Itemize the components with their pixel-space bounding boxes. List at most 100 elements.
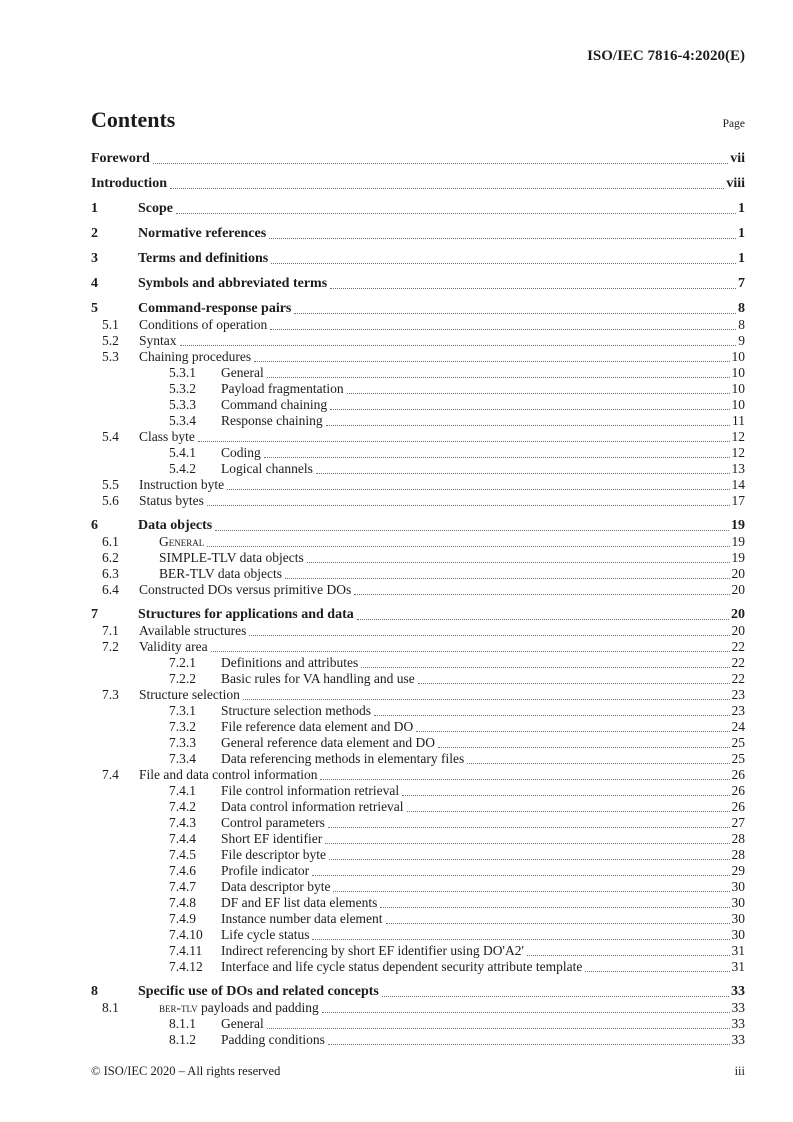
toc-entry-page: 8	[738, 317, 745, 332]
toc-entry: 7.4 File and data control information 26	[102, 767, 745, 783]
toc-entry: 3 Terms and definitions 1	[91, 250, 745, 267]
toc-entry: 5.3.1 General 10	[169, 365, 745, 381]
toc-entry: 7.4.5 File descriptor byte 28	[169, 847, 745, 863]
toc-entry-number: 7.4.3	[169, 815, 196, 830]
toc-entry-number: 7.2.1	[169, 655, 196, 670]
toc-entry: 7.3.4 Data referencing methods in element…	[169, 751, 745, 767]
toc-entry-title: General reference data element and DO	[221, 735, 435, 750]
toc-entry-number: 7.4.9	[169, 911, 196, 926]
dot-leader	[249, 635, 730, 636]
dot-leader	[263, 457, 730, 458]
toc-entry-page: 11	[732, 413, 745, 428]
dot-leader	[328, 859, 730, 860]
toc-entry-number: 7.4.7	[169, 879, 196, 894]
toc-entry-number: 5.3	[102, 349, 119, 364]
dot-leader	[197, 441, 730, 442]
toc-entry: 5.3.4 Response chaining 11	[169, 413, 745, 429]
toc-entry-page: 20	[731, 623, 746, 638]
dot-leader	[242, 699, 730, 700]
dot-leader	[327, 827, 730, 828]
toc-entry: 7.4.8 DF and EF list data elements 30	[169, 895, 745, 911]
toc-entry-number: 8.1	[102, 1000, 119, 1015]
toc-entry-number: 7.3	[102, 687, 119, 702]
toc-entry: 7.4.6 Profile indicator 29	[169, 863, 745, 879]
toc-entry-page: 1	[738, 251, 745, 266]
toc-entry-number: 5.4.1	[169, 445, 196, 460]
toc-entry-page: 12	[731, 445, 746, 460]
toc-entry-page: 1	[738, 201, 745, 216]
dot-leader	[215, 530, 729, 531]
dot-leader	[381, 996, 729, 997]
dot-leader	[176, 213, 736, 214]
toc-entry: 6.3 BER-TLV data objects 20	[102, 566, 745, 582]
toc-entry-title: Class byte	[139, 429, 195, 444]
toc-entry-number: 6.4	[102, 582, 119, 597]
page-header: ISO/IEC 7816-4:2020(E)	[91, 48, 745, 64]
toc-entry-title: General	[221, 365, 264, 380]
toc-entry-number: 5.4.2	[169, 461, 196, 476]
dot-leader	[438, 747, 730, 748]
toc-entry: 7.4.7 Data descriptor byte 30	[169, 879, 745, 895]
toc-entry: 7.1 Available structures 20	[102, 623, 745, 639]
dot-leader	[312, 939, 730, 940]
toc-entry-page: 22	[731, 671, 746, 686]
toc-entry-page: 7	[738, 276, 745, 291]
toc-entry-title: Status bytes	[139, 493, 204, 508]
toc-entry-title: Command chaining	[221, 397, 328, 412]
toc-entry-title: File and data control information	[139, 767, 318, 782]
toc-entry-number: 6.2	[102, 550, 119, 565]
dot-leader	[321, 1012, 730, 1013]
copyright-notice: © ISO/IEC 2020 – All rights reserved	[91, 1064, 281, 1078]
toc-entry-page: 14	[731, 477, 746, 492]
dot-leader	[406, 811, 730, 812]
toc-entry-page: 26	[731, 767, 746, 782]
toc-entry: 7.3.3 General reference data element and …	[169, 735, 745, 751]
toc-entry-page: 20	[731, 566, 746, 581]
toc-entry-page: 10	[731, 397, 746, 412]
toc-entry-page: 22	[731, 655, 746, 670]
toc-entry-page: 10	[731, 381, 746, 396]
dot-leader	[402, 795, 730, 796]
toc-entry-page: 23	[731, 703, 746, 718]
toc-entry-number: 7.4.4	[169, 831, 196, 846]
toc-entry-title: Chaining procedures	[139, 349, 252, 364]
toc-entry: 7.4.3 Control parameters 27	[169, 815, 745, 831]
toc-entry-page: 26	[731, 783, 746, 798]
toc-entry-title: Indirect referencing by short EF identif…	[221, 943, 524, 958]
toc-entry-page: 31	[731, 959, 746, 974]
dot-leader	[330, 409, 730, 410]
dot-leader	[373, 715, 730, 716]
toc-entry-title: File reference data element and DO	[221, 719, 414, 734]
toc-entry: 7.4.1 File control information retrieval 2…	[169, 783, 745, 799]
toc-entry-page: 26	[731, 799, 746, 814]
toc-entry: 5.3.3 Command chaining 10	[169, 397, 745, 413]
toc-entry-number: 7.4.6	[169, 863, 196, 878]
toc-entry: Foreword vii	[91, 150, 745, 167]
toc-entry-title: File descriptor byte	[221, 847, 326, 862]
toc-entry: 7.4.12 Interface and life cycle status de…	[169, 959, 745, 975]
toc-entry: 5.3.2 Payload fragmentation 10	[169, 381, 745, 397]
folio-page-number: iii	[734, 1064, 745, 1078]
toc-entry-title: Structure selection methods	[221, 703, 371, 718]
toc-entry-title: Definitions and attributes	[221, 655, 359, 670]
toc-entry-title: File control information retrieval	[221, 783, 400, 798]
toc-entry-number: 5.3.2	[169, 381, 196, 396]
toc-entry: 7.2 Validity area 22	[102, 639, 745, 655]
dot-leader	[330, 288, 736, 289]
toc-entry: 5.5 Instruction byte 14	[102, 477, 745, 493]
toc-entry-title: Introduction	[91, 176, 167, 191]
dot-leader	[210, 651, 730, 652]
toc-entry: 4 Symbols and abbreviated terms 7	[91, 275, 745, 292]
toc-entry-page: 13	[731, 461, 746, 476]
toc-entry-page: 8	[738, 301, 745, 316]
dot-leader	[306, 562, 730, 563]
toc-entry: 7.4.11 Indirect referencing by short EF i…	[169, 943, 745, 959]
doc-reference: ISO/IEC 7816-4:2020(E)	[587, 48, 745, 64]
dot-leader	[284, 578, 730, 579]
table-of-contents: Foreword vii Introduction viii 1 Scope 1 2 Norma…	[91, 150, 745, 1048]
toc-entry-page: 20	[731, 607, 745, 622]
toc-entry-number: 8	[91, 984, 98, 999]
toc-entry: 7.3.2 File reference data element and DO 2…	[169, 719, 745, 735]
toc-entry-page: 29	[731, 863, 746, 878]
